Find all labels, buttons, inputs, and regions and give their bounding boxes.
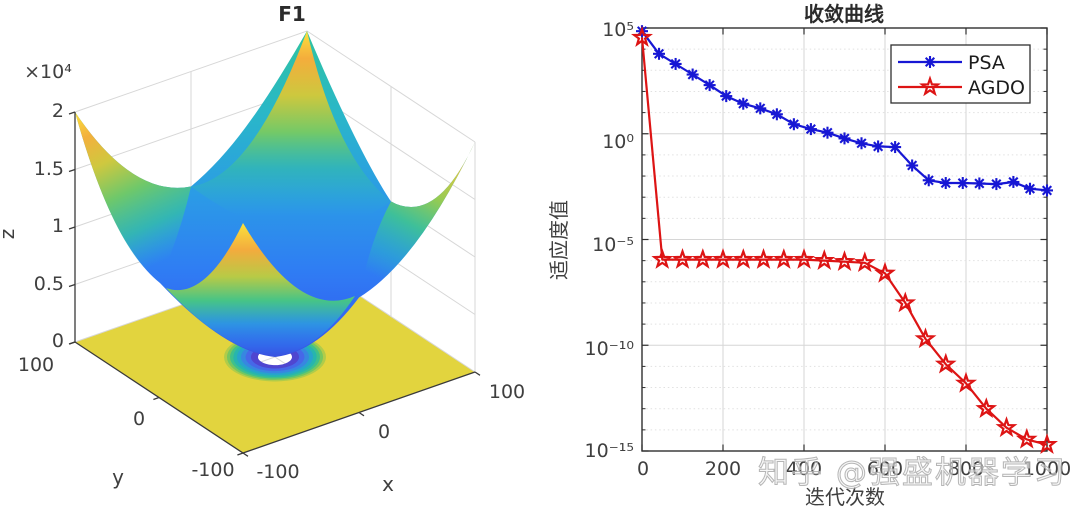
marker-star-icon bbox=[712, 248, 734, 269]
x-tick-m100: -100 bbox=[256, 461, 299, 483]
marker-star-icon bbox=[833, 250, 856, 271]
marker-asterisk-icon bbox=[889, 141, 902, 154]
y-tick-1e5: 10⁵ bbox=[602, 19, 634, 41]
marker-star-icon bbox=[1015, 427, 1038, 449]
y-tick-1e-10: 10⁻¹⁰ bbox=[585, 338, 634, 360]
marker-asterisk-icon bbox=[939, 177, 952, 190]
y-tick-m100: -100 bbox=[191, 459, 234, 481]
marker-asterisk-icon bbox=[924, 56, 936, 68]
y-axis-ticks bbox=[69, 341, 244, 456]
convergence-plot: PSA AGDO 收敛曲线 10⁵ 10⁰ 10⁻⁵ 10⁻¹⁰ 10⁻¹⁵ 0… bbox=[547, 2, 1071, 509]
surface-plot-f1: F1 ×10⁴ 2 1.5 1 0.5 0 z 100 0 -100 y -10… bbox=[0, 2, 525, 496]
marker-asterisk-icon bbox=[1041, 184, 1053, 197]
x-tick-200: 200 bbox=[705, 458, 741, 480]
surface-right-peak bbox=[359, 142, 475, 298]
y-tick-100: 100 bbox=[18, 354, 54, 376]
surface-left-peak bbox=[75, 112, 191, 283]
marker-asterisk-icon bbox=[804, 123, 817, 136]
x-axis-label: x bbox=[382, 472, 394, 496]
axes-3d-lines bbox=[68, 111, 481, 457]
marker-asterisk-icon bbox=[703, 79, 716, 92]
watermark-text: 知乎 @强盛机器学习 bbox=[758, 455, 1067, 491]
legend-box bbox=[890, 44, 1031, 104]
y-tick-1e-15: 10⁻¹⁵ bbox=[585, 440, 634, 462]
z-tick-0_5: 0.5 bbox=[34, 273, 64, 295]
marker-star-icon bbox=[919, 75, 941, 97]
marker-star-icon bbox=[975, 397, 998, 418]
marker-asterisk-icon bbox=[653, 47, 666, 60]
marker-asterisk-icon bbox=[720, 90, 733, 103]
y-tick-1e0: 10⁰ bbox=[602, 131, 634, 153]
x-tick-0: 0 bbox=[637, 458, 649, 480]
marker-asterisk-icon bbox=[686, 68, 699, 81]
marker-asterisk-icon bbox=[956, 177, 969, 190]
marker-star-icon bbox=[772, 248, 795, 269]
y-axis-label: 适应度值 bbox=[547, 200, 571, 280]
y-tick-0: 0 bbox=[133, 408, 145, 430]
z-tick-0: 0 bbox=[52, 330, 64, 352]
marker-star-icon bbox=[894, 291, 917, 313]
marker-asterisk-icon bbox=[669, 57, 682, 70]
marker-star-icon bbox=[651, 248, 674, 269]
marker-asterisk-icon bbox=[1007, 175, 1020, 188]
marker-star-icon bbox=[1036, 433, 1058, 454]
surface-front-peak bbox=[166, 223, 355, 356]
x-tick-400: 400 bbox=[786, 458, 822, 480]
marker-star-icon bbox=[691, 248, 714, 269]
x-tick-100: 100 bbox=[489, 381, 525, 403]
z-scale-label: ×10⁴ bbox=[24, 61, 72, 83]
x-tick-800: 800 bbox=[948, 458, 984, 480]
marker-star-icon bbox=[631, 25, 653, 47]
marker-asterisk-icon bbox=[922, 174, 935, 187]
convergence-title: 收敛曲线 bbox=[804, 2, 884, 26]
marker-asterisk-icon bbox=[855, 137, 868, 150]
surface-mesh bbox=[75, 31, 475, 357]
legend-label-psa: PSA bbox=[968, 52, 1005, 74]
marker-asterisk-icon bbox=[906, 159, 919, 172]
marker-star-icon bbox=[853, 251, 876, 273]
marker-asterisk-icon bbox=[770, 108, 783, 121]
z-tick-1: 1 bbox=[52, 215, 64, 237]
marker-star-icon bbox=[671, 248, 694, 269]
legend: PSA AGDO bbox=[890, 44, 1031, 104]
marker-star-icon bbox=[914, 327, 937, 349]
x-tick-600: 600 bbox=[867, 458, 903, 480]
marker-star-icon bbox=[813, 249, 836, 271]
z-tick-2: 2 bbox=[52, 100, 64, 122]
marker-star-icon bbox=[934, 352, 957, 374]
y-axis-label: y bbox=[112, 465, 124, 489]
marker-star-icon bbox=[954, 371, 978, 393]
legend-markers bbox=[919, 56, 941, 97]
legend-label-agdo: AGDO bbox=[968, 77, 1025, 99]
marker-asterisk-icon bbox=[838, 132, 851, 145]
marker-asterisk-icon bbox=[754, 102, 767, 115]
marker-asterisk-icon bbox=[1023, 182, 1036, 195]
marker-asterisk-icon bbox=[872, 140, 885, 153]
z-tick-1_5: 1.5 bbox=[34, 158, 64, 180]
x-axis-ticks bbox=[242, 371, 481, 457]
x-tick-1000: 1000 bbox=[1023, 458, 1071, 480]
series-lines bbox=[631, 25, 1058, 454]
marker-asterisk-icon bbox=[990, 178, 1003, 191]
marker-star-icon bbox=[752, 248, 775, 269]
marker-asterisk-icon bbox=[973, 177, 986, 190]
z-axis-label: z bbox=[0, 229, 19, 240]
marker-star-icon bbox=[874, 261, 896, 283]
marker-star-icon bbox=[793, 248, 815, 269]
x-axis-label: 迭代次数 bbox=[805, 485, 885, 509]
series-line-agdo bbox=[640, 37, 1048, 446]
surface-plot-title: F1 bbox=[278, 2, 306, 26]
marker-star-icon bbox=[732, 248, 755, 269]
marker-asterisk-icon bbox=[737, 97, 750, 110]
marker-asterisk-icon bbox=[787, 118, 800, 131]
surface-back-peak bbox=[191, 31, 391, 238]
marker-star-icon bbox=[995, 416, 1018, 438]
y-tick-1e-5: 10⁻⁵ bbox=[592, 234, 634, 256]
x-tick-0: 0 bbox=[378, 421, 390, 443]
z-axis-ticks bbox=[68, 111, 76, 345]
marker-asterisk-icon bbox=[821, 126, 834, 139]
